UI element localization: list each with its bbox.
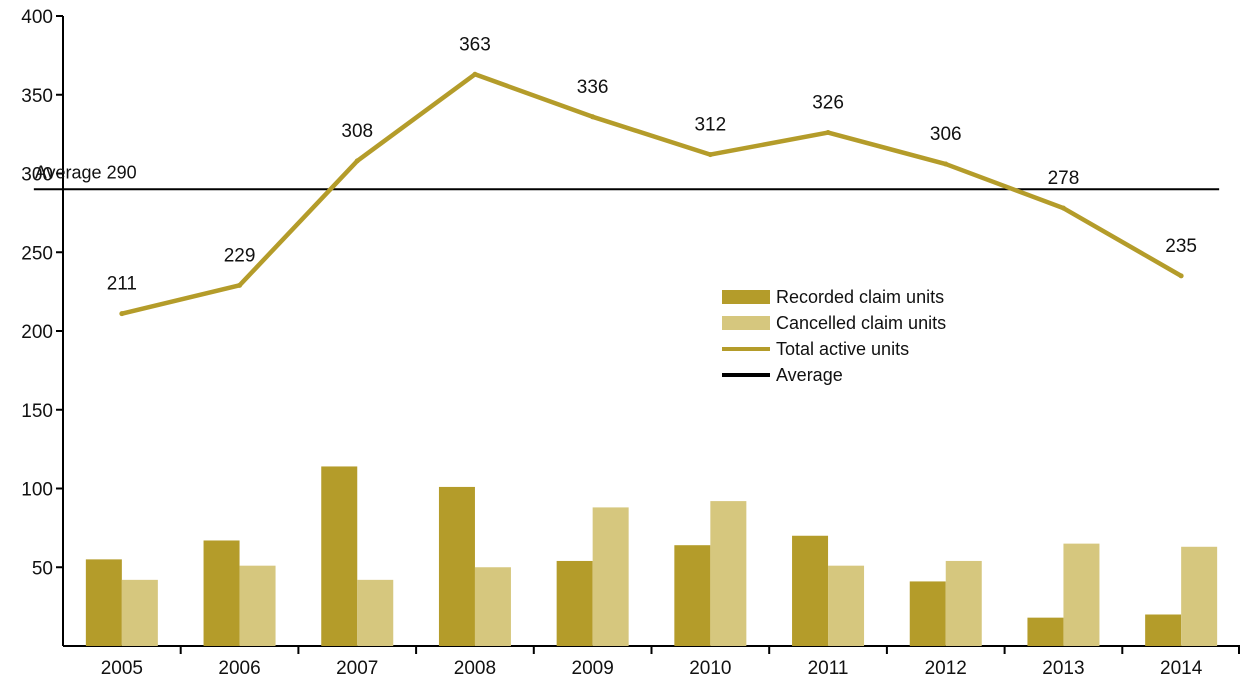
data-label: 278	[1048, 168, 1080, 189]
total-line	[121, 72, 1183, 316]
x-tick-label: 2010	[689, 658, 731, 679]
total-line-point	[119, 311, 125, 317]
bar-recorded	[321, 466, 358, 646]
legend-label: Recorded claim units	[776, 287, 944, 307]
bar-cancelled	[592, 507, 629, 646]
bar-recorded	[438, 486, 475, 646]
x-tick-label: 2005	[101, 658, 143, 679]
total-line-point	[825, 130, 831, 136]
y-tick-label: 250	[21, 243, 53, 264]
bar-cancelled	[828, 565, 865, 646]
x-tick-label: 2013	[1042, 658, 1084, 679]
bar-recorded	[556, 560, 593, 646]
bar-cancelled	[474, 567, 511, 646]
bar-cancelled	[357, 579, 394, 646]
data-label: 326	[812, 93, 844, 114]
legend-label: Total active units	[776, 339, 909, 359]
bar-recorded	[203, 540, 240, 646]
data-label: 211	[107, 274, 137, 295]
total-line-point	[472, 71, 478, 77]
x-tick-label: 2006	[218, 658, 260, 679]
x-tick-label: 2007	[336, 658, 378, 679]
legend: Recorded claim units Cancelled claim unit…	[722, 287, 946, 385]
bar-cancelled	[1181, 546, 1218, 646]
x-tick-label: 2014	[1160, 658, 1203, 679]
y-tick-label: 200	[21, 322, 53, 343]
line-group: 211 229 308 363 336 312 326 306 278 235	[107, 34, 1197, 317]
x-tick-label: 2012	[925, 658, 967, 679]
y-tick-label: 350	[21, 86, 53, 107]
x-tick-label: 2011	[808, 658, 849, 679]
bars-group	[85, 466, 1218, 646]
legend-swatch	[722, 316, 770, 330]
y-tick-label: 100	[21, 480, 53, 501]
data-label: 363	[459, 34, 491, 55]
bar-cancelled	[710, 501, 747, 646]
data-label: 312	[694, 115, 726, 136]
x-tick-label: 2009	[572, 658, 614, 679]
average-annotation: Average 290	[35, 162, 137, 182]
average-group: Average 290	[33, 162, 1220, 191]
bar-cancelled	[1063, 543, 1100, 646]
bar-recorded	[85, 559, 122, 646]
bar-cancelled	[945, 560, 982, 646]
x-axis: 2005 2006 2007 2008 2009 2010 2011 2012 2013 2014	[63, 645, 1240, 679]
y-tick-label: 300	[21, 165, 53, 186]
bar-recorded	[674, 545, 711, 646]
y-tick-label: 50	[32, 558, 53, 579]
legend-label: Average	[776, 365, 843, 385]
bar-recorded	[1027, 617, 1064, 646]
bar-cancelled	[239, 565, 276, 646]
data-label: 308	[341, 121, 373, 142]
total-line-point	[237, 282, 243, 288]
bar-cancelled	[121, 579, 158, 646]
legend-swatch	[722, 290, 770, 304]
total-line-point	[354, 158, 360, 164]
legend-label: Cancelled claim units	[776, 313, 946, 333]
data-label: 229	[224, 245, 256, 266]
y-tick-label: 150	[21, 401, 53, 422]
y-axis: 50 100 150 200 250 300 350 400	[21, 7, 64, 646]
bar-recorded	[792, 535, 829, 646]
total-line-point	[943, 161, 949, 167]
data-label: 306	[930, 124, 962, 145]
total-line-point	[590, 114, 596, 120]
y-tick-label: 400	[21, 7, 53, 28]
bar-recorded	[1145, 614, 1182, 646]
total-line-point	[707, 152, 713, 158]
x-tick-label: 2008	[454, 658, 496, 679]
data-label: 336	[577, 77, 609, 98]
data-label: 235	[1165, 236, 1197, 257]
total-line-point	[1060, 205, 1066, 211]
total-line-point	[1178, 273, 1184, 279]
bar-recorded	[909, 581, 946, 646]
